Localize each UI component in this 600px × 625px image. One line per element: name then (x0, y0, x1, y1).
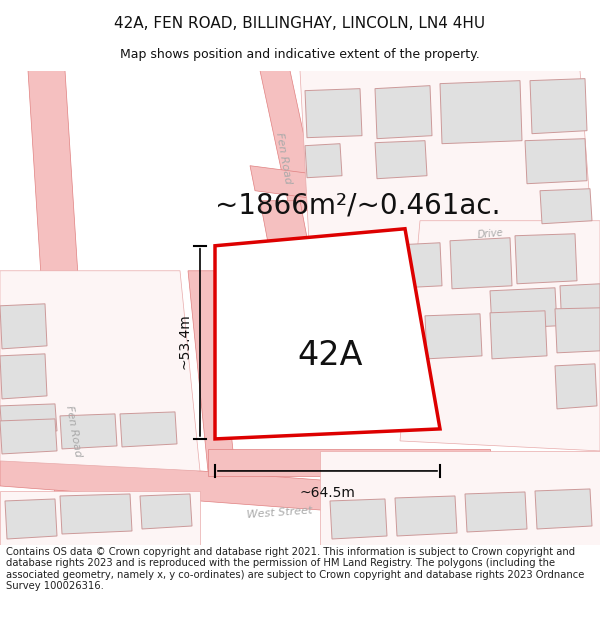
Polygon shape (525, 139, 587, 184)
Text: Map shows position and indicative extent of the property.: Map shows position and indicative extent… (120, 48, 480, 61)
Polygon shape (0, 456, 600, 531)
Text: Fen Road: Fen Road (244, 244, 262, 298)
Text: ~1866m²/~0.461ac.: ~1866m²/~0.461ac. (215, 192, 500, 220)
Polygon shape (365, 369, 422, 414)
Polygon shape (555, 308, 600, 353)
Polygon shape (515, 234, 577, 284)
Polygon shape (0, 419, 57, 454)
Polygon shape (188, 271, 235, 471)
Polygon shape (250, 166, 520, 226)
Polygon shape (215, 299, 257, 339)
Polygon shape (5, 499, 57, 539)
Polygon shape (560, 284, 600, 331)
Polygon shape (215, 229, 440, 439)
Polygon shape (60, 494, 132, 534)
Text: ~64.5m: ~64.5m (299, 486, 355, 500)
Polygon shape (490, 311, 547, 359)
Polygon shape (140, 494, 192, 529)
Polygon shape (260, 201, 340, 411)
Polygon shape (260, 71, 320, 211)
Polygon shape (305, 89, 362, 138)
Polygon shape (375, 141, 427, 179)
Text: Fen Road: Fen Road (64, 404, 82, 458)
Text: Contains OS data © Crown copyright and database right 2021. This information is : Contains OS data © Crown copyright and d… (6, 547, 584, 591)
Polygon shape (465, 492, 527, 532)
Polygon shape (530, 79, 587, 134)
Polygon shape (380, 242, 442, 289)
Polygon shape (0, 304, 47, 349)
Text: Drive: Drive (476, 228, 503, 240)
Polygon shape (60, 414, 117, 449)
Polygon shape (300, 71, 595, 271)
Polygon shape (28, 71, 95, 545)
Polygon shape (120, 412, 177, 447)
Polygon shape (390, 191, 590, 246)
Polygon shape (320, 451, 600, 545)
Polygon shape (0, 271, 200, 471)
Polygon shape (215, 389, 257, 429)
Polygon shape (0, 354, 47, 399)
Polygon shape (0, 491, 200, 545)
Polygon shape (440, 81, 522, 144)
Polygon shape (555, 364, 597, 409)
Text: West Street: West Street (247, 506, 313, 520)
Polygon shape (375, 86, 432, 139)
Polygon shape (535, 489, 592, 529)
Polygon shape (425, 314, 482, 359)
Polygon shape (360, 319, 417, 363)
Polygon shape (305, 144, 342, 177)
Polygon shape (215, 344, 257, 384)
Polygon shape (375, 71, 450, 201)
Polygon shape (208, 449, 490, 476)
Text: Fen Road: Fen Road (274, 132, 292, 185)
Text: 42A: 42A (297, 339, 363, 372)
Text: ~53.4m: ~53.4m (178, 313, 192, 369)
Polygon shape (330, 499, 387, 539)
Polygon shape (540, 189, 592, 224)
Polygon shape (215, 254, 257, 294)
Polygon shape (450, 238, 512, 289)
Text: 42A, FEN ROAD, BILLINGHAY, LINCOLN, LN4 4HU: 42A, FEN ROAD, BILLINGHAY, LINCOLN, LN4 … (115, 16, 485, 31)
Polygon shape (490, 288, 557, 329)
Polygon shape (395, 496, 457, 536)
Polygon shape (400, 221, 600, 451)
Polygon shape (0, 404, 57, 433)
